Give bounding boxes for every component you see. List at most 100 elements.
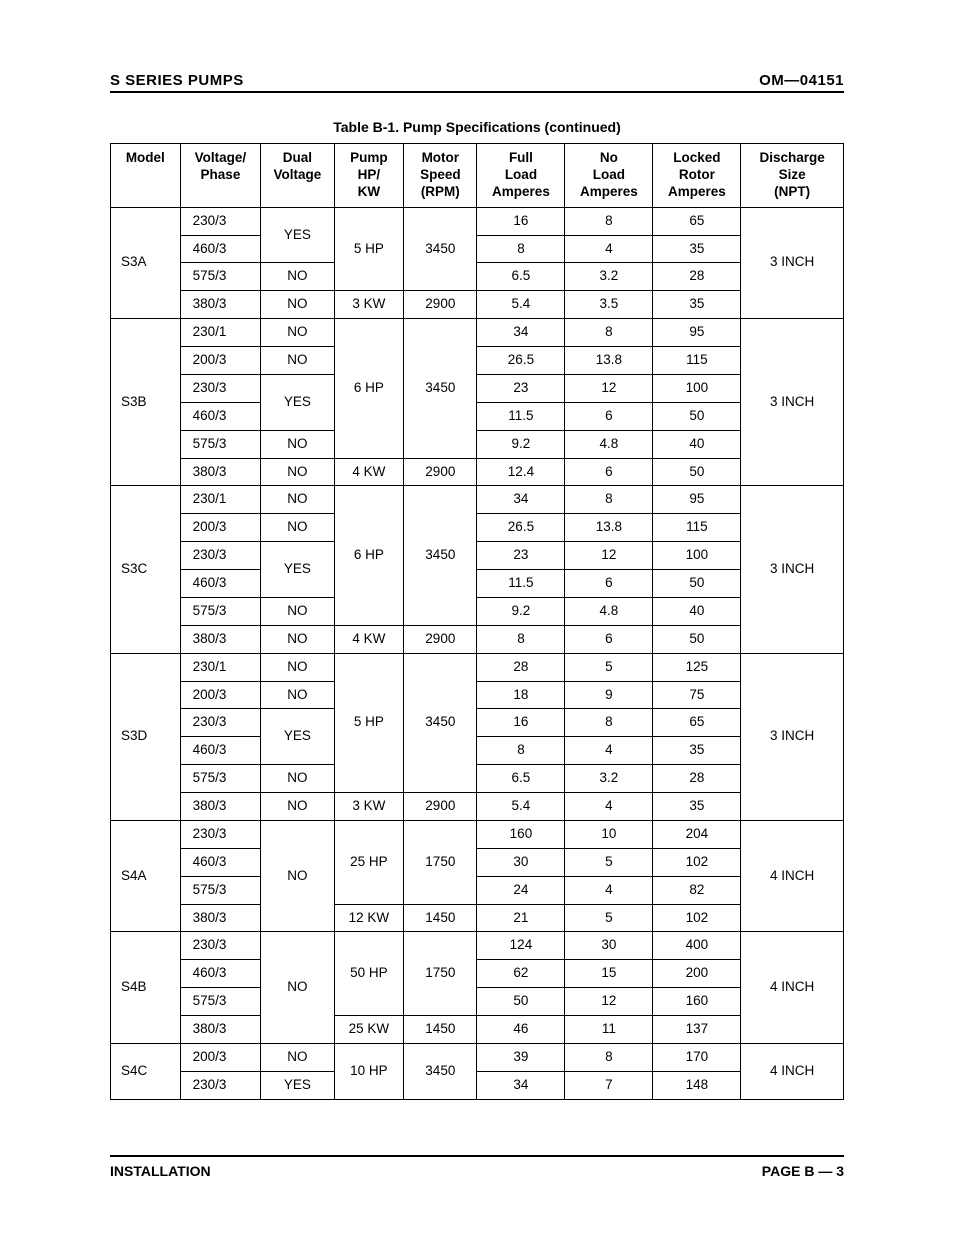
- cell-no-load-amperes: 30: [565, 932, 653, 960]
- column-header: PumpHP/KW: [334, 144, 404, 208]
- cell-locked-rotor-amperes: 137: [653, 1016, 741, 1044]
- cell-motor-speed: 3450: [404, 1043, 477, 1099]
- table-row: S3C230/1NO6 HP3450348953 INCH: [111, 486, 844, 514]
- table-row: 230/3YES16865: [111, 709, 844, 737]
- column-header: Model: [111, 144, 181, 208]
- table-row: 575/3NO6.53.228: [111, 765, 844, 793]
- cell-voltage-phase: 575/3: [180, 988, 261, 1016]
- cell-no-load-amperes: 3.5: [565, 291, 653, 319]
- cell-full-load-amperes: 50: [477, 988, 565, 1016]
- table-row: S4A230/3NO25 HP1750160102044 INCH: [111, 820, 844, 848]
- cell-full-load-amperes: 9.2: [477, 597, 565, 625]
- cell-no-load-amperes: 11: [565, 1016, 653, 1044]
- cell-no-load-amperes: 4: [565, 876, 653, 904]
- cell-motor-speed: 3450: [404, 207, 477, 291]
- cell-voltage-phase: 200/3: [180, 1043, 261, 1071]
- cell-full-load-amperes: 8: [477, 625, 565, 653]
- cell-voltage-phase: 460/3: [180, 737, 261, 765]
- cell-discharge-size: 3 INCH: [741, 486, 844, 653]
- cell-motor-speed: 2900: [404, 458, 477, 486]
- table-row: 460/3305102: [111, 848, 844, 876]
- cell-voltage-phase: 230/3: [180, 1071, 261, 1099]
- table-row: 380/312 KW1450215102: [111, 904, 844, 932]
- cell-full-load-amperes: 23: [477, 542, 565, 570]
- cell-full-load-amperes: 6.5: [477, 263, 565, 291]
- table-title: Table B-1. Pump Specifications (continue…: [110, 119, 844, 135]
- cell-locked-rotor-amperes: 100: [653, 542, 741, 570]
- cell-locked-rotor-amperes: 35: [653, 291, 741, 319]
- cell-locked-rotor-amperes: 75: [653, 681, 741, 709]
- cell-dual-voltage: NO: [261, 653, 334, 681]
- cell-locked-rotor-amperes: 35: [653, 737, 741, 765]
- cell-voltage-phase: 460/3: [180, 235, 261, 263]
- cell-motor-speed: 3450: [404, 486, 477, 625]
- cell-no-load-amperes: 4: [565, 737, 653, 765]
- cell-full-load-amperes: 26.5: [477, 514, 565, 542]
- cell-motor-speed: 1450: [404, 1016, 477, 1044]
- table-row: 380/3NO3 KW29005.43.535: [111, 291, 844, 319]
- cell-voltage-phase: 230/1: [180, 486, 261, 514]
- footer-right: PAGE B — 3: [762, 1163, 844, 1179]
- cell-locked-rotor-amperes: 28: [653, 765, 741, 793]
- cell-no-load-amperes: 12: [565, 374, 653, 402]
- cell-no-load-amperes: 7: [565, 1071, 653, 1099]
- cell-no-load-amperes: 13.8: [565, 514, 653, 542]
- cell-voltage-phase: 230/3: [180, 820, 261, 848]
- cell-pump-hp: 3 KW: [334, 291, 404, 319]
- cell-pump-hp: 5 HP: [334, 207, 404, 291]
- cell-voltage-phase: 200/3: [180, 347, 261, 375]
- column-header: DualVoltage: [261, 144, 334, 208]
- cell-full-load-amperes: 23: [477, 374, 565, 402]
- cell-no-load-amperes: 8: [565, 486, 653, 514]
- cell-locked-rotor-amperes: 50: [653, 458, 741, 486]
- table-row: 575/3NO9.24.840: [111, 597, 844, 625]
- table-row: 230/3YES2312100: [111, 374, 844, 402]
- cell-voltage-phase: 575/3: [180, 597, 261, 625]
- cell-no-load-amperes: 6: [565, 402, 653, 430]
- cell-locked-rotor-amperes: 148: [653, 1071, 741, 1099]
- cell-model: S3A: [111, 207, 181, 319]
- cell-voltage-phase: 460/3: [180, 848, 261, 876]
- cell-locked-rotor-amperes: 204: [653, 820, 741, 848]
- cell-pump-hp: 6 HP: [334, 486, 404, 625]
- table-row: 380/3NO4 KW290012.4650: [111, 458, 844, 486]
- cell-locked-rotor-amperes: 50: [653, 570, 741, 598]
- cell-dual-voltage: NO: [261, 319, 334, 347]
- cell-voltage-phase: 230/3: [180, 542, 261, 570]
- header-title-right: OM—04151: [759, 72, 844, 89]
- table-row: S4C200/3NO10 HP34503981704 INCH: [111, 1043, 844, 1071]
- column-header: NoLoadAmperes: [565, 144, 653, 208]
- table-row: 460/311.5650: [111, 402, 844, 430]
- cell-pump-hp: 10 HP: [334, 1043, 404, 1099]
- cell-no-load-amperes: 6: [565, 458, 653, 486]
- cell-full-load-amperes: 5.4: [477, 291, 565, 319]
- cell-full-load-amperes: 30: [477, 848, 565, 876]
- cell-locked-rotor-amperes: 50: [653, 625, 741, 653]
- cell-full-load-amperes: 160: [477, 820, 565, 848]
- cell-full-load-amperes: 16: [477, 207, 565, 235]
- cell-voltage-phase: 230/1: [180, 319, 261, 347]
- cell-dual-voltage: NO: [261, 347, 334, 375]
- cell-pump-hp: 5 HP: [334, 653, 404, 792]
- cell-motor-speed: 3450: [404, 653, 477, 792]
- table-row: 200/3NO26.513.8115: [111, 514, 844, 542]
- cell-full-load-amperes: 124: [477, 932, 565, 960]
- cell-model: S3D: [111, 653, 181, 820]
- table-row: S3D230/1NO5 HP34502851253 INCH: [111, 653, 844, 681]
- cell-voltage-phase: 575/3: [180, 263, 261, 291]
- cell-full-load-amperes: 8: [477, 737, 565, 765]
- cell-voltage-phase: 575/3: [180, 876, 261, 904]
- cell-pump-hp: 12 KW: [334, 904, 404, 932]
- cell-dual-voltage: NO: [261, 1043, 334, 1071]
- cell-voltage-phase: 200/3: [180, 681, 261, 709]
- page-footer: INSTALLATION PAGE B — 3: [110, 1163, 844, 1179]
- cell-full-load-amperes: 12.4: [477, 458, 565, 486]
- cell-full-load-amperes: 18: [477, 681, 565, 709]
- cell-discharge-size: 4 INCH: [741, 1043, 844, 1099]
- table-row: 460/311.5650: [111, 570, 844, 598]
- cell-dual-voltage: YES: [261, 709, 334, 765]
- cell-voltage-phase: 380/3: [180, 904, 261, 932]
- cell-motor-speed: 1750: [404, 820, 477, 904]
- cell-dual-voltage: NO: [261, 430, 334, 458]
- cell-no-load-amperes: 4.8: [565, 430, 653, 458]
